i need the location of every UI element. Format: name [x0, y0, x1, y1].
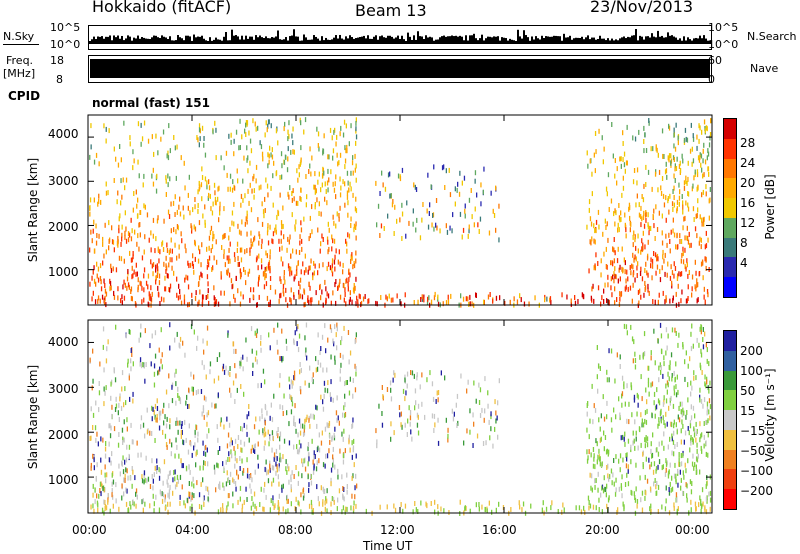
power-ytick-3000: 3000	[48, 174, 79, 188]
colorbar-swatch	[724, 370, 736, 391]
colorbar-swatch	[724, 429, 736, 450]
nave-tick-high: 60	[708, 54, 722, 67]
power-ylabel: Slant Range [km]	[26, 157, 40, 263]
nsky-underline	[3, 44, 39, 45]
colorbar-swatch	[724, 390, 736, 411]
power-panel-frame	[87, 114, 713, 306]
power-colorbar	[723, 118, 737, 298]
xtick-0: 00:00	[72, 523, 107, 537]
freq-nave-trace	[90, 59, 710, 78]
colorbar-swatch	[724, 331, 736, 351]
colorbar-swatch	[724, 119, 736, 139]
station-title: Hokkaido (fitACF)	[92, 0, 232, 16]
xtick-5: 20:00	[585, 523, 620, 537]
power-heatmap	[89, 117, 712, 308]
xtick-2: 08:00	[278, 523, 313, 537]
colorbar-swatch	[724, 350, 736, 371]
freq-tick-low: 8	[56, 73, 63, 86]
nsky-label: N.Sky	[3, 30, 35, 43]
power-ytick-1000: 1000	[48, 265, 79, 279]
velocity-ytick-1000: 1000	[48, 473, 79, 487]
velocity-ytick-4000: 4000	[48, 335, 79, 349]
xaxis-label: Time UT	[363, 539, 413, 553]
xtick-3: 12:00	[380, 523, 415, 537]
colorbar-swatch	[724, 489, 736, 510]
freq-unit-label: [MHz]	[3, 67, 36, 80]
power-cb-label: Power [dB]	[763, 174, 777, 240]
vel-cb-tick-200: 200	[740, 344, 763, 358]
vel-cb-tick-m100: −100	[740, 464, 773, 478]
power-ytick-2000: 2000	[48, 220, 79, 234]
colorbar-swatch	[724, 138, 736, 159]
nsearch-tick-low: 10^0	[708, 38, 739, 51]
xtick-6: 00:00	[675, 523, 710, 537]
cpid-value: normal (fast) 151	[92, 96, 210, 110]
vel-cb-tick-100: 100	[740, 364, 763, 378]
vel-cb-tick-15: 15	[740, 404, 756, 418]
vel-cb-tick-50: 50	[740, 384, 756, 398]
power-cb-tick-12: 12	[740, 216, 756, 230]
nsearch-tick-high: 10^5	[708, 21, 739, 34]
velocity-cb-label: Velocity [m s⁻¹]	[763, 368, 777, 462]
colorbar-swatch	[724, 410, 736, 430]
date-title: 23/Nov/2013	[590, 0, 694, 16]
nave-tick-low: 0	[708, 73, 715, 86]
nsky-tick-low: 10^0	[50, 38, 81, 51]
power-cb-tick-28: 28	[740, 136, 756, 150]
colorbar-swatch	[724, 469, 736, 490]
nsky-tick-high: 10^5	[50, 21, 81, 34]
cpid-label: CPID	[8, 89, 41, 103]
velocity-heatmap	[89, 322, 712, 516]
power-cb-tick-24: 24	[740, 156, 756, 170]
vel-cb-tick-m50: −50	[740, 444, 766, 458]
xtick-1: 04:00	[175, 523, 210, 537]
velocity-ytick-2000: 2000	[48, 428, 79, 442]
power-cb-tick-20: 20	[740, 176, 756, 190]
beam-title: Beam 13	[355, 1, 427, 20]
velocity-ytick-3000: 3000	[48, 382, 79, 396]
power-cb-tick-4: 4	[740, 256, 748, 270]
freq-label: Freq.	[6, 54, 34, 67]
colorbar-swatch	[724, 237, 736, 258]
freq-tick-high: 18	[50, 54, 64, 67]
power-ytick-4000: 4000	[48, 127, 79, 141]
vel-cb-tick-m15: −15	[740, 424, 766, 438]
colorbar-swatch	[724, 178, 736, 199]
xtick-4: 16:00	[482, 523, 517, 537]
colorbar-swatch	[724, 277, 736, 298]
colorbar-swatch	[724, 198, 736, 218]
colorbar-swatch	[724, 158, 736, 179]
power-cb-tick-16: 16	[740, 196, 756, 210]
nsky-panel	[88, 25, 712, 50]
colorbar-swatch	[724, 257, 736, 278]
vel-cb-tick-m200: −200	[740, 484, 773, 498]
power-cb-tick-8: 8	[740, 236, 748, 250]
nsearch-label: N.Search	[747, 30, 797, 43]
colorbar-swatch	[724, 449, 736, 470]
colorbar-swatch	[724, 217, 736, 238]
nsky-trace	[89, 29, 711, 44]
velocity-colorbar	[723, 330, 737, 510]
velocity-ylabel: Slant Range [km]	[26, 364, 40, 470]
nave-label: Nave	[750, 62, 779, 75]
